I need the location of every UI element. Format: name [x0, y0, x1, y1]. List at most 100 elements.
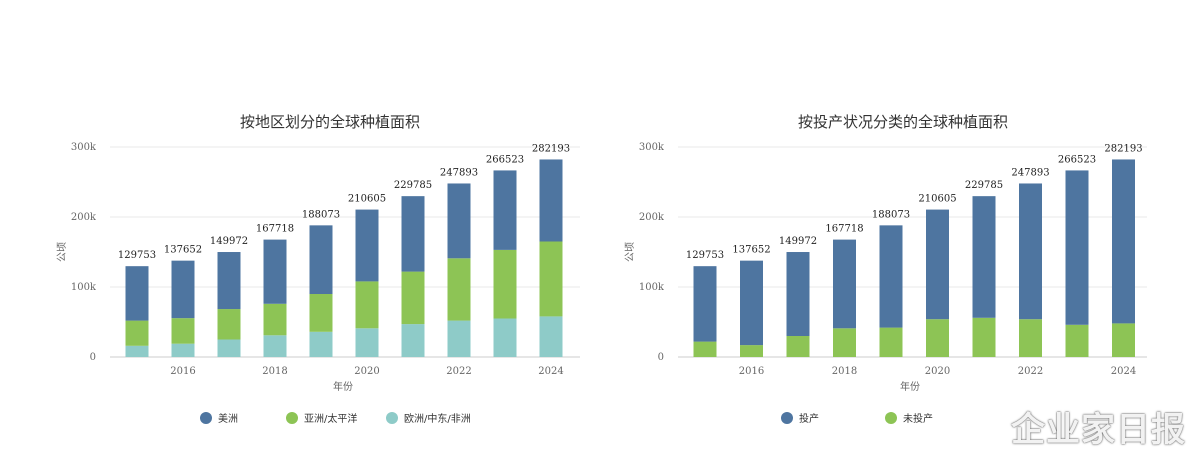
y-tick-label: 200k: [639, 212, 665, 223]
total-label: 210605: [918, 194, 956, 205]
legend-swatch: [200, 412, 212, 424]
total-label: 167718: [825, 224, 863, 235]
bar-segment: [263, 239, 287, 304]
x-tick-label: 2024: [1111, 366, 1136, 377]
legend-label: 未投产: [903, 412, 933, 425]
watermark: 企业家日报: [1011, 410, 1186, 450]
legend-item: 投产: [781, 412, 819, 425]
bar-segment: [1112, 159, 1135, 324]
total-label: 167718: [256, 224, 294, 235]
x-tick-label: 2022: [1018, 366, 1043, 377]
x-axis-label: 年份: [900, 380, 920, 393]
bar-segment: [263, 335, 287, 357]
bar-segment: [879, 327, 903, 357]
bar-segment: [972, 317, 996, 357]
bar-segment: [125, 266, 149, 321]
bar-segment: [447, 320, 471, 357]
legend-label: 美洲: [218, 412, 238, 425]
legend-item: 欧洲/中东/非洲: [386, 412, 471, 425]
total-label: 229785: [965, 180, 1003, 191]
legend-swatch: [781, 412, 793, 424]
total-label: 137652: [732, 245, 770, 256]
bar-segment: [217, 339, 241, 357]
y-tick-label: 100k: [639, 282, 665, 293]
legend-swatch: [885, 412, 897, 424]
legend-label: 投产: [799, 412, 819, 425]
total-label: 149972: [210, 236, 248, 247]
bar-segment: [740, 345, 763, 357]
total-label: 149972: [779, 236, 817, 247]
bar-segment: [740, 260, 763, 346]
total-label: 188073: [302, 209, 340, 220]
bar-segment: [125, 320, 149, 346]
bar-segment: [401, 196, 425, 272]
bar-segment: [401, 324, 425, 357]
total-label: 137652: [164, 245, 202, 256]
total-label: 247893: [440, 167, 478, 178]
bar-segment: [786, 336, 810, 357]
y-tick-label: 0: [90, 352, 96, 363]
legend-item: 未投产: [885, 412, 933, 425]
bar-segment: [926, 319, 949, 357]
bar-segment: [355, 281, 379, 329]
y-tick-label: 300k: [639, 142, 665, 153]
y-axis-label: 公顷: [624, 242, 636, 262]
bar-segment: [493, 318, 517, 357]
total-label: 282193: [532, 143, 570, 154]
bar-segment: [972, 196, 996, 318]
bar-segment: [539, 316, 563, 357]
y-tick-label: 300k: [71, 142, 97, 153]
total-label: 188073: [872, 209, 910, 220]
legend-swatch: [386, 412, 398, 424]
bar-segment: [493, 170, 517, 250]
bar-segment: [171, 260, 195, 319]
chart-2: 按投产状况分类的全球种植面积 0 100k 200k 300k 公顷 129753 13765…: [624, 113, 1147, 425]
total-label: 266523: [1058, 154, 1096, 165]
total-label: 229785: [394, 180, 432, 191]
y-tick-label: 200k: [71, 212, 97, 223]
bar-segment: [171, 318, 195, 344]
chart-1: 按地区划分的全球种植面积 0 100k 200k 300k 公顷 129753 137652 1…: [56, 113, 580, 425]
chart-title: 按投产状况分类的全球种植面积: [798, 113, 1008, 131]
bar-segment: [355, 209, 379, 282]
x-tick-label: 2018: [262, 366, 287, 377]
x-tick-label: 2024: [538, 366, 563, 377]
bar-segment: [1065, 170, 1089, 325]
bar-segment: [355, 328, 379, 357]
bar-segment: [493, 249, 517, 319]
total-label: 266523: [486, 154, 524, 165]
bar-segment: [309, 225, 333, 294]
bar-segment: [833, 328, 856, 357]
bar-segment: [926, 209, 949, 320]
x-tick-label: 2018: [832, 366, 857, 377]
total-label: 129753: [686, 250, 724, 261]
bar-segment: [693, 341, 717, 357]
x-tick-label: 2022: [446, 366, 471, 377]
bar-segment: [309, 294, 333, 332]
total-label: 129753: [118, 250, 156, 261]
bar-segment: [1019, 183, 1042, 320]
bar-segment: [693, 266, 717, 342]
bar-segment: [879, 225, 903, 328]
y-tick-label: 100k: [71, 282, 97, 293]
total-label: 247893: [1011, 167, 1049, 178]
legend-item: 美洲: [200, 412, 238, 425]
bar-segment: [1065, 324, 1089, 357]
chart-title: 按地区划分的全球种植面积: [240, 113, 420, 131]
bar-segment: [171, 343, 195, 357]
x-axis-label: 年份: [333, 380, 353, 393]
bar-segment: [217, 309, 241, 340]
y-axis-label: 公顷: [56, 242, 68, 262]
legend-swatch: [286, 412, 298, 424]
legend-label: 欧洲/中东/非洲: [404, 412, 471, 425]
bar-segment: [447, 258, 471, 321]
bar-segment: [539, 159, 563, 242]
total-label: 210605: [348, 194, 386, 205]
x-tick-label: 2020: [354, 366, 379, 377]
x-tick-label: 2020: [925, 366, 950, 377]
bar-segment: [217, 252, 241, 310]
bar-segment: [125, 345, 149, 357]
bar-segment: [786, 252, 810, 336]
bar-segment: [263, 303, 287, 336]
